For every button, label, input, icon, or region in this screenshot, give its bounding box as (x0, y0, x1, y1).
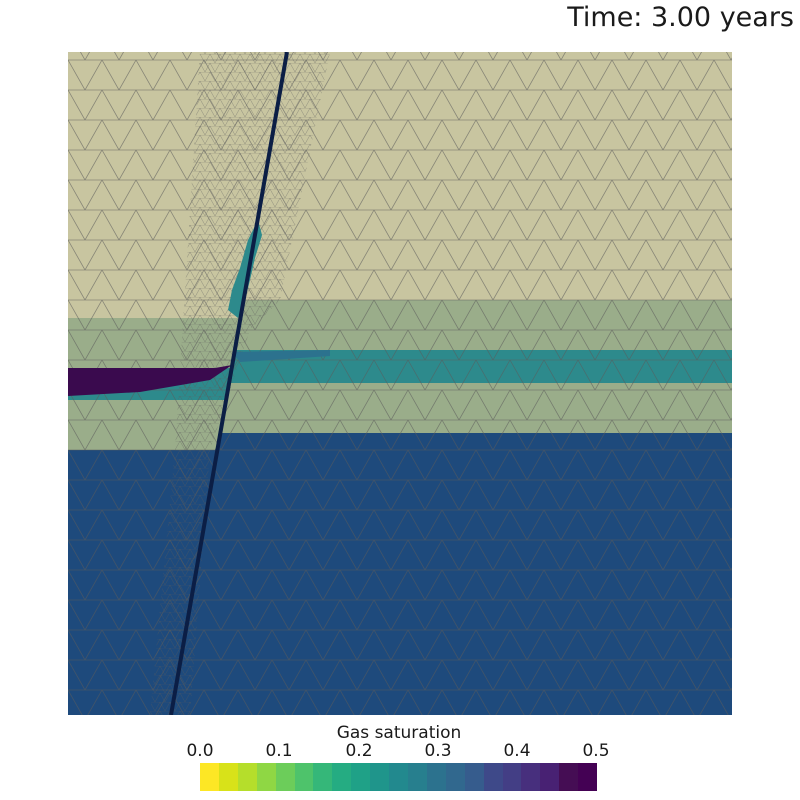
colorbar-tick: 0.2 (345, 741, 373, 761)
fault-line (169, 52, 289, 715)
colorbar-tick: 0.1 (265, 741, 293, 761)
colorbar-tick: 0.4 (503, 741, 531, 761)
colorbar-segment (578, 763, 598, 791)
time-label: Time: 3.00 years (567, 2, 794, 33)
colorbar-segment (445, 763, 465, 791)
plume-tongue (232, 350, 330, 362)
colorbar-tick: 0.5 (582, 741, 610, 761)
colorbar-segment (483, 763, 503, 791)
colorbar-segment (200, 763, 219, 791)
simulation-view (68, 52, 732, 715)
colorbar-segment (370, 763, 390, 791)
colorbar (200, 763, 598, 791)
colorbar-tick: 0.3 (424, 741, 452, 761)
colorbar-segment (502, 763, 522, 791)
colorbar-segment (464, 763, 484, 791)
colorbar-segment (237, 763, 257, 791)
colorbar-segment (351, 763, 371, 791)
colorbar-segment (294, 763, 314, 791)
colorbar-title: Gas saturation (336, 723, 462, 743)
colorbar-segment (521, 763, 541, 791)
colorbar-segment (389, 763, 408, 791)
colorbar-segment (332, 763, 352, 791)
gas-plume (68, 365, 232, 396)
colorbar-segment (256, 763, 276, 791)
colorbar-segment (407, 763, 427, 791)
colorbar-segment (275, 763, 295, 791)
colorbar-segment (313, 763, 333, 791)
colorbar-segment (559, 763, 579, 791)
colorbar-tick: 0.0 (186, 741, 214, 761)
colorbar-segment (426, 763, 446, 791)
colorbar-segment (218, 763, 238, 791)
colorbar-segment (540, 763, 560, 791)
